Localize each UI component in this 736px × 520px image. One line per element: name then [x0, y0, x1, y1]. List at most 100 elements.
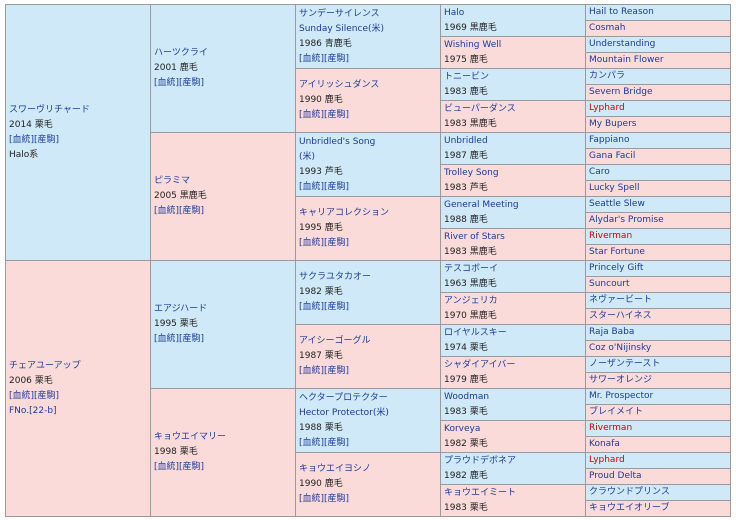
birth-year-color: 1998 栗毛 [154, 447, 198, 457]
horse-name-link[interactable]: Star Fortune [589, 247, 645, 257]
birth-year-color: 1969 黒鹿毛 [444, 22, 497, 33]
horse-name-link[interactable]: Seattle Slew [589, 199, 645, 209]
horse-name-link[interactable]: サンデーサイレンス [299, 8, 380, 19]
horse-name-link[interactable]: キャリアコレクション [299, 208, 390, 218]
horse-name-link[interactable]: アンジェリカ [444, 295, 498, 306]
horse-name-link[interactable]: ノーザンテースト [589, 359, 661, 369]
horse-name-link[interactable]: Mr. Prospector [589, 391, 654, 401]
family-number[interactable]: FNo.[22-b] [9, 405, 57, 416]
pedigree-offspring-links[interactable]: [血統][産駒] [154, 334, 205, 344]
horse-name-link[interactable]: チェアユーアップ [9, 360, 81, 371]
horse-name-link[interactable]: キョウエイオリーブ [589, 503, 670, 513]
horse-name-link[interactable]: Suncourt [589, 279, 630, 289]
horse-name-link[interactable]: サクラユタカオー [299, 272, 372, 282]
pedigree-offspring-links[interactable]: [血統][産駒] [299, 494, 350, 504]
horse-name-link[interactable]: キョウエイマリー [154, 432, 227, 442]
horse-name-link[interactable]: ヘクタープロテクター [299, 392, 388, 403]
pedigree-offspring-links[interactable]: [血統][産駒] [154, 462, 205, 472]
horse-name-link[interactable]: テスコボーイ [444, 263, 499, 274]
pedigree-offspring-links[interactable]: [血統][産駒] [9, 390, 60, 401]
horse-name-link[interactable]: ピラミマ [154, 176, 191, 186]
horse-name-link[interactable]: Lyphard [589, 455, 625, 465]
horse-name-link[interactable]: My Bupers [589, 119, 637, 129]
pedigree-row: アイシーゴーグル 1987 栗毛 [血統][産駒] ロイヤルスキー 1974 栗毛 Raj… [6, 324, 731, 389]
horse-name-link[interactable]: Proud Delta [589, 471, 642, 481]
horse-name-link[interactable]: Riverman [589, 231, 633, 241]
birth-year-color: 1995 栗毛 [154, 319, 198, 329]
horse-name-link[interactable]: River of Stars [444, 231, 505, 242]
pedigree-row: Coz o'Nijinsky [6, 340, 731, 357]
pedigree-offspring-links[interactable]: [血統][産駒] [299, 366, 350, 376]
pedigree-table: スワーヴリチャード 2014 栗毛 [血統][産駒] Halo系 ハーツクライ 2001 … [5, 4, 731, 517]
horse-name-link[interactable]: Konafa [589, 439, 620, 449]
horse-name-link[interactable]: Coz o'Nijinsky [589, 343, 652, 353]
horse-name-link[interactable]: Lyphard [589, 103, 625, 113]
horse-name-link[interactable]: Understanding [589, 39, 656, 49]
pedigree-offspring-links[interactable]: [血統][産駒] [299, 238, 350, 248]
horse-name-link[interactable]: Lucky Spell [589, 183, 640, 193]
horse-name-link[interactable]: Fappiano [589, 135, 630, 145]
pedigree-cell-gen4: キョウエイミート 1983 栗毛 [440, 484, 586, 517]
horse-name-link[interactable]: General Meeting [444, 199, 519, 210]
birth-year-color: 1983 黒鹿毛 [444, 118, 497, 129]
horse-name-link[interactable]: Cosmah [589, 23, 626, 33]
horse-name-link[interactable]: Unbridled [444, 135, 488, 146]
pedigree-row: Gana Facil [6, 148, 731, 165]
pedigree-row: Wishing Well 1975 鹿毛 Understanding [6, 36, 731, 69]
horse-name-link[interactable]: アイシーゴーグル [299, 336, 371, 346]
horse-name-link[interactable]: Gana Facil [589, 151, 636, 161]
pedigree-cell-gen3: アイシーゴーグル 1987 栗毛 [血統][産駒] [295, 324, 441, 389]
pedigree-cell-gen4: シャダイアイバー 1979 鹿毛 [440, 356, 586, 389]
horse-name-link[interactable]: サワーオレンジ [589, 375, 653, 385]
horse-alt-name[interactable]: (米) [299, 151, 316, 162]
pedigree-cell-gen4: アンジェリカ 1970 黒鹿毛 [440, 292, 586, 325]
horse-name-link[interactable]: Mountain Flower [589, 55, 664, 65]
horse-name-link[interactable]: エアジハード [154, 304, 208, 314]
horse-name-link[interactable]: ブレイメイト [589, 407, 644, 417]
pedigree-cell-gen5: Proud Delta [585, 468, 731, 485]
pedigree-offspring-links[interactable]: [血統][産駒] [9, 134, 60, 145]
birth-year-color: 1995 鹿毛 [299, 223, 343, 233]
horse-name-link[interactable]: Princely Gift [589, 263, 644, 273]
horse-name-link[interactable]: シャダイアイバー [444, 359, 516, 370]
pedigree-offspring-links[interactable]: [血統][産駒] [154, 78, 205, 88]
horse-name-link[interactable]: Caro [589, 167, 610, 177]
pedigree-offspring-links[interactable]: [血統][産駒] [299, 437, 350, 448]
horse-name-link[interactable]: Alydar's Promise [589, 215, 664, 225]
pedigree-cell-gen4: Woodman 1983 栗毛 [440, 388, 586, 421]
horse-alt-name[interactable]: Hector Protector(米) [299, 407, 389, 418]
pedigree-offspring-links[interactable]: [血統][産駒] [299, 53, 350, 64]
horse-name-link[interactable]: Hail to Reason [589, 7, 654, 17]
birth-year-color: 2001 鹿毛 [154, 63, 198, 73]
horse-name-link[interactable]: Woodman [444, 391, 490, 402]
horse-alt-name[interactable]: Sunday Silence(米) [299, 23, 384, 34]
horse-name-link[interactable]: Halo [444, 7, 465, 18]
horse-name-link[interactable]: Severn Bridge [589, 87, 653, 97]
pedigree-offspring-links[interactable]: [血統][産駒] [299, 181, 350, 192]
pedigree-cell-gen1: スワーヴリチャード 2014 栗毛 [血統][産駒] Halo系 [5, 4, 151, 261]
horse-name-link[interactable]: Trolley Song [444, 167, 499, 178]
horse-name-link[interactable]: ビューパーダンス [444, 103, 516, 114]
horse-name-link[interactable]: スターハイネス [589, 311, 652, 321]
horse-name-link[interactable]: ネヴァービート [589, 295, 653, 305]
pedigree-offspring-links[interactable]: [血統][産駒] [154, 206, 205, 216]
horse-name-link[interactable]: ロイヤルスキー [444, 327, 507, 338]
horse-name-link[interactable]: カンパラ [589, 71, 626, 81]
horse-name-link[interactable]: Korveya [444, 423, 481, 434]
pedigree-offspring-links[interactable]: [血統][産駒] [299, 110, 350, 120]
horse-name-link[interactable]: スワーヴリチャード [9, 104, 90, 115]
horse-name-link[interactable]: Riverman [589, 423, 633, 433]
horse-name-link[interactable]: アイリッシュダンス [299, 80, 380, 90]
birth-year-color: 1988 栗毛 [299, 422, 343, 433]
horse-name-link[interactable]: キョウエイヨシノ [299, 464, 372, 474]
horse-name-link[interactable]: クラウンドプリンス [589, 487, 670, 497]
horse-name-link[interactable]: プラウドデボネア [444, 455, 517, 466]
horse-name-link[interactable]: キョウエイミート [444, 487, 517, 498]
pedigree-cell-gen5: ノーザンテースト [585, 356, 731, 373]
horse-name-link[interactable]: Wishing Well [444, 39, 502, 50]
horse-name-link[interactable]: Unbridled's Song [299, 136, 376, 147]
pedigree-offspring-links[interactable]: [血統][産駒] [299, 302, 350, 312]
horse-name-link[interactable]: トニービン [444, 71, 490, 82]
horse-name-link[interactable]: ハーツクライ [154, 48, 208, 58]
horse-name-link[interactable]: Raja Baba [589, 327, 635, 337]
